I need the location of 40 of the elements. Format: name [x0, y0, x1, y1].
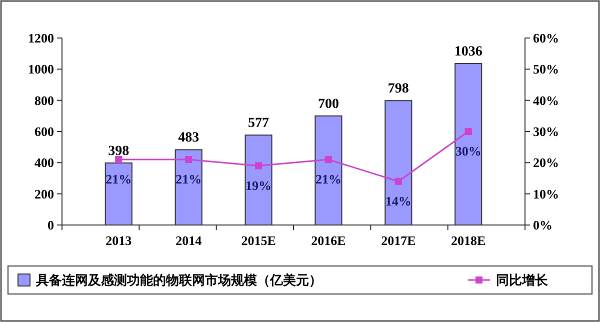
y2-tick-label: 50% — [533, 62, 559, 77]
x-tick-label: 2016E — [311, 233, 346, 248]
point — [324, 156, 332, 164]
x-tick-label: 2013 — [106, 233, 132, 248]
point — [115, 156, 122, 164]
data-label: 577 — [248, 116, 270, 132]
data-label: 30% — [455, 144, 482, 158]
y-tick-label: 200 — [34, 186, 54, 202]
x-tick-label: 2014 — [176, 233, 202, 248]
y2-tick-label: 60% — [533, 30, 559, 46]
data-label: 1036 — [454, 44, 482, 60]
y2-tick-label: 10% — [533, 186, 559, 202]
legend-label: 具备连网及感测功能的物联网市场规模（亿美元） — [35, 272, 322, 289]
y-tick-label: 800 — [34, 92, 54, 108]
x-tick-label: 2017E — [381, 233, 416, 248]
point — [185, 156, 192, 164]
data-label: 21% — [176, 172, 202, 187]
y-tick-label: 400 — [34, 155, 54, 170]
y2-tick-label: 20% — [533, 155, 559, 170]
point — [464, 128, 472, 136]
y-tick-label: 600 — [34, 124, 54, 140]
data-label: 21% — [315, 172, 342, 187]
x-tick-label: 2018E — [451, 233, 486, 248]
point — [254, 162, 262, 170]
y-tick-label: 1000 — [28, 62, 54, 77]
data-label: 798 — [388, 82, 409, 97]
data-label: 21% — [106, 172, 132, 187]
y2-tick-label: 0% — [533, 218, 552, 233]
data-label: 483 — [178, 130, 200, 146]
data-label: 14% — [385, 193, 412, 208]
y2-tick-label: 40% — [533, 92, 559, 108]
data-label: 398 — [108, 144, 130, 159]
y-tick-label: 1200 — [28, 30, 54, 46]
y2-tick-label: 30% — [533, 124, 559, 140]
x-tick-label: 2015E — [241, 233, 276, 248]
point — [394, 178, 402, 185]
data-label: 19% — [246, 178, 272, 193]
data-label: 700 — [318, 96, 339, 112]
y-tick-label: 0 — [48, 218, 54, 233]
legend-label: 同比增长 — [496, 274, 549, 289]
